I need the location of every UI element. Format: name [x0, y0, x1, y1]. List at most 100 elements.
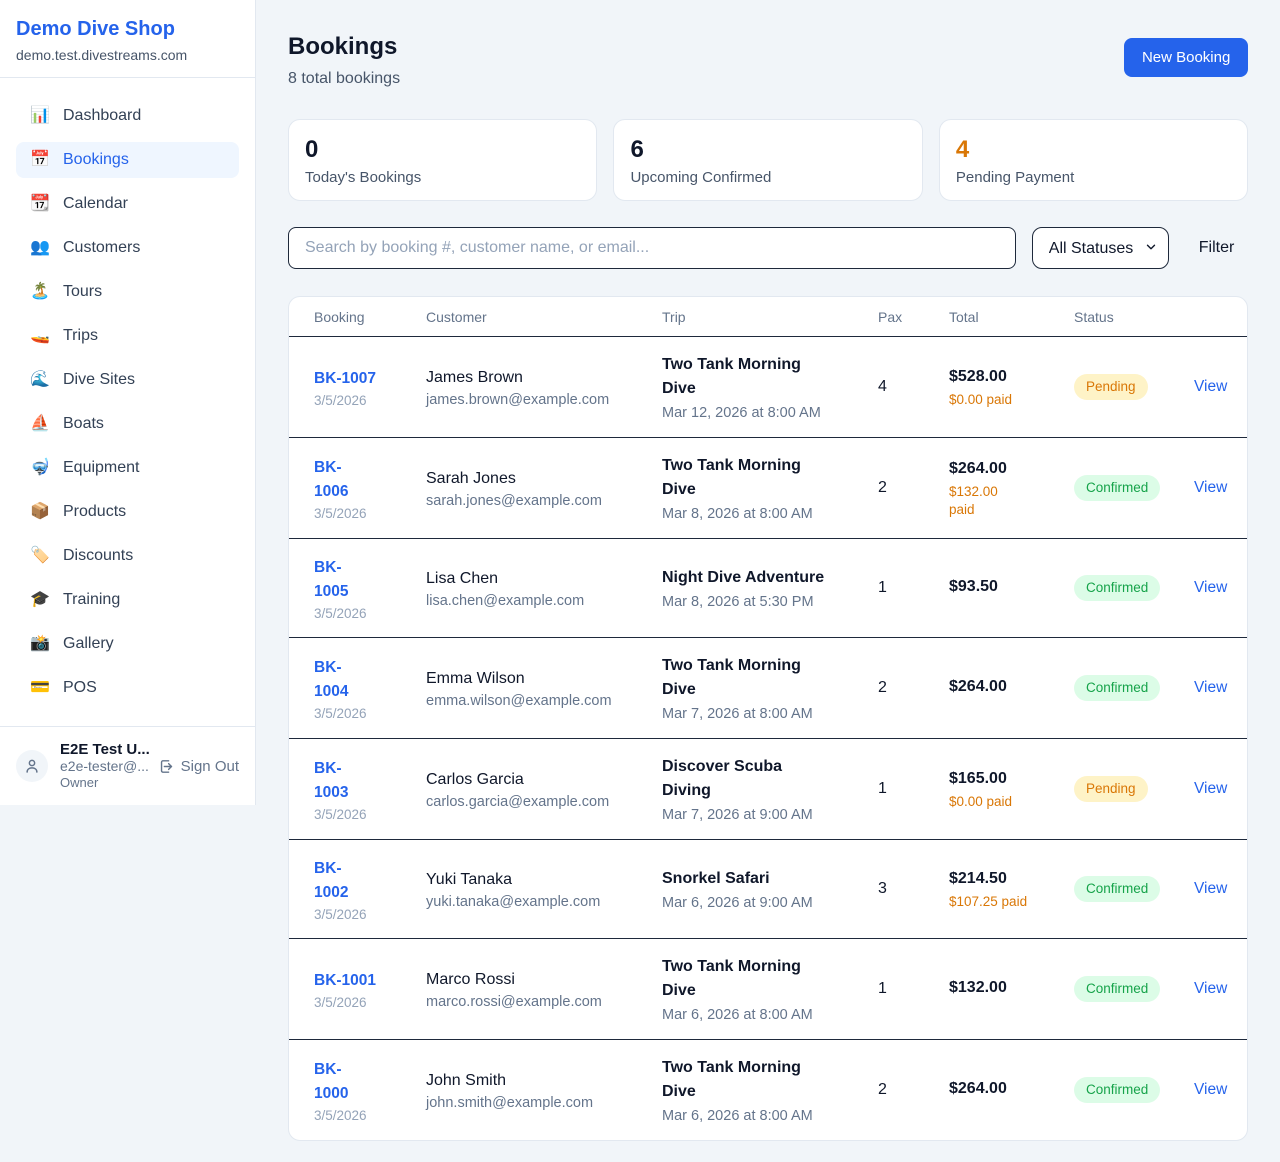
trip-datetime: Mar 8, 2026 at 5:30 PM — [662, 594, 814, 610]
sidebar-item-8[interactable]: 🤿 Equipment — [16, 450, 239, 486]
pax-cell: 2 — [878, 679, 887, 696]
status-cell: Confirmed — [1074, 1077, 1194, 1103]
search-input[interactable] — [288, 227, 1016, 269]
user-section: E2E Test U... e2e-tester@... Owner Sign … — [0, 726, 255, 805]
sidebar-item-label: Discounts — [63, 547, 134, 564]
sidebar-item-3[interactable]: 👥 Customers — [16, 230, 239, 266]
total-cell: $264.00 $132.00 paid — [949, 458, 1074, 519]
sidebar-item-4[interactable]: 🏝️ Tours — [16, 274, 239, 310]
booking-cell: BK- 1003 3/5/2026 — [314, 757, 426, 822]
customer-name: James Brown — [426, 368, 523, 386]
sidebar-item-3-icon: 👥 — [30, 239, 50, 256]
actions-cell: View — [1194, 378, 1227, 396]
status-filter-select[interactable]: All Statuses — [1031, 227, 1169, 269]
sidebar-item-label: Customers — [63, 239, 141, 256]
stat-label: Today's Bookings — [305, 169, 422, 186]
sidebar-item-13[interactable]: 💳 POS — [16, 670, 239, 706]
total-cell: $264.00 — [949, 1078, 1074, 1103]
sidebar-item-label: Trips — [63, 327, 98, 344]
booking-id-link[interactable]: BK- 1003 — [314, 759, 349, 801]
booking-id-link[interactable]: BK- 1002 — [314, 859, 349, 901]
sidebar-item-label: POS — [63, 679, 97, 696]
trip-cell: Discover Scuba Diving Mar 7, 2026 at 9:0… — [662, 755, 878, 823]
customer-cell: Carlos Garcia carlos.garcia@example.com — [426, 769, 662, 810]
sidebar-item-2[interactable]: 📆 Calendar — [16, 186, 239, 222]
view-link[interactable]: View — [1194, 679, 1228, 696]
stat-value: 4 — [955, 136, 970, 163]
view-link[interactable]: View — [1194, 579, 1228, 596]
sidebar-item-5[interactable]: 🚤 Trips — [16, 318, 239, 354]
view-link[interactable]: View — [1194, 980, 1228, 997]
view-link[interactable]: View — [1194, 780, 1228, 797]
actions-cell: View — [1194, 1081, 1227, 1099]
booking-cell: BK- 1002 3/5/2026 — [314, 857, 426, 922]
customer-email: emma.wilson@example.com — [426, 692, 612, 709]
sidebar-item-6[interactable]: 🌊 Dive Sites — [16, 362, 239, 398]
customer-email: carlos.garcia@example.com — [426, 793, 610, 810]
pax-cell: 3 — [878, 880, 887, 897]
table-header: Booking Customer Trip Pax Total Status — [289, 297, 1248, 337]
booking-date: 3/5/2026 — [314, 906, 367, 922]
view-link[interactable]: View — [1194, 479, 1228, 496]
booking-id-link[interactable]: BK-1007 — [314, 369, 377, 387]
trip-cell: Two Tank Morning Dive Mar 7, 2026 at 8:0… — [662, 654, 878, 722]
sidebar-item-7[interactable]: ⛵ Boats — [16, 406, 239, 442]
status-cell: Pending — [1074, 776, 1194, 802]
trip-datetime: Mar 6, 2026 at 9:00 AM — [662, 895, 813, 911]
status-cell: Confirmed — [1074, 675, 1194, 701]
total-amount: $264.00 — [949, 1079, 1007, 1097]
booking-id-link[interactable]: BK- 1006 — [314, 458, 349, 500]
booking-id-link[interactable]: BK-1001 — [314, 971, 377, 989]
booking-id-link[interactable]: BK- 1005 — [314, 558, 349, 600]
trip-datetime: Mar 8, 2026 at 8:00 AM — [662, 506, 813, 522]
sidebar-item-label: Bookings — [63, 151, 129, 168]
column-header-pax: Pax — [878, 308, 903, 325]
trip-name: Night Dive Adventure — [662, 569, 825, 586]
status-cell: Pending — [1074, 374, 1194, 400]
trip-name: Two Tank Morning Dive — [662, 457, 801, 498]
booking-id-link[interactable]: BK- 1000 — [314, 1060, 349, 1102]
booking-date: 3/5/2026 — [314, 605, 367, 621]
page-subtitle: 8 total bookings — [288, 70, 401, 87]
status-badge: Confirmed — [1074, 675, 1161, 701]
sign-out-icon — [160, 759, 172, 773]
sidebar-item-12[interactable]: 📸 Gallery — [16, 626, 239, 662]
total-cell: $165.00 $0.00 paid — [949, 768, 1074, 811]
sidebar-item-9[interactable]: 📦 Products — [16, 494, 239, 530]
sidebar-item-1[interactable]: 📅 Bookings — [16, 142, 239, 178]
stat-label: Upcoming Confirmed — [630, 169, 772, 186]
paid-amount: $107.25 paid — [949, 893, 1028, 909]
sidebar: Demo Dive Shop demo.test.divestreams.com… — [0, 0, 256, 805]
view-link[interactable]: View — [1194, 378, 1228, 395]
customer-name: Marco Rossi — [426, 970, 515, 988]
view-link[interactable]: View — [1194, 1081, 1228, 1098]
sign-out-button[interactable]: Sign Out — [158, 758, 239, 775]
brand-domain: demo.test.divestreams.com — [16, 47, 188, 63]
sidebar-item-0[interactable]: 📊 Dashboard — [16, 98, 239, 134]
sidebar-item-label: Products — [63, 503, 127, 520]
customer-email: yuki.tanaka@example.com — [426, 893, 601, 910]
total-cell: $214.50 $107.25 paid — [949, 868, 1074, 911]
sidebar-item-9-icon: 📦 — [30, 503, 50, 520]
total-amount: $264.00 — [949, 459, 1007, 477]
sidebar-item-0-icon: 📊 — [30, 107, 50, 124]
view-link[interactable]: View — [1194, 880, 1228, 897]
bookings-table: Booking Customer Trip Pax Total Status B… — [288, 296, 1249, 1141]
pax-cell: 2 — [878, 479, 887, 496]
booking-id-link[interactable]: BK- 1004 — [314, 658, 349, 700]
actions-cell: View — [1194, 579, 1227, 597]
pax-cell: 1 — [878, 579, 887, 596]
table-row-0: BK-1007 3/5/2026 James Brown james.brown… — [289, 337, 1247, 437]
stat-value: 0 — [305, 136, 319, 163]
trip-cell: Two Tank Morning Dive Mar 12, 2026 at 8:… — [662, 353, 878, 421]
new-booking-button[interactable]: New Booking — [1123, 38, 1249, 77]
filter-button[interactable]: Filter — [1185, 239, 1249, 257]
stat-card-2: 4 Pending Payment — [938, 119, 1249, 201]
sidebar-item-11[interactable]: 🎓 Training — [16, 582, 239, 618]
sidebar-item-10[interactable]: 🏷️ Discounts — [16, 538, 239, 574]
sidebar-item-label: Calendar — [63, 195, 128, 212]
sidebar-item-6-icon: 🌊 — [30, 371, 50, 388]
user-info: E2E Test U... e2e-tester@... Owner — [60, 741, 150, 791]
trip-cell: Night Dive Adventure Mar 8, 2026 at 5:30… — [662, 566, 878, 610]
total-cell: $93.50 — [949, 576, 1074, 601]
